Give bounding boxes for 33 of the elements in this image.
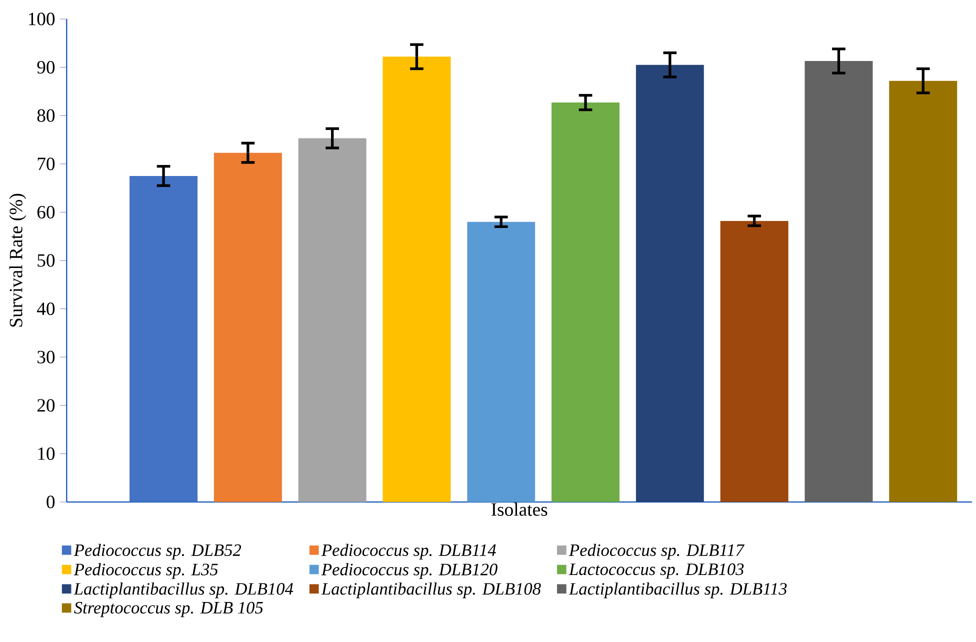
y-tick-label: 0 (46, 496, 55, 508)
legend-label: Pediococcus sp. DLB120 (321, 563, 498, 579)
bar (720, 220, 788, 502)
y-tick-label: 10 (38, 447, 55, 460)
bar (467, 222, 536, 502)
bar (804, 61, 873, 502)
legend-label: Lactococcus sp. DLB103 (568, 563, 744, 579)
bar (382, 56, 451, 502)
legend-label: Streptococcus sp. DLB 105 (74, 602, 263, 618)
bar (298, 138, 366, 502)
legend-label: Pediococcus sp. DLB114 (321, 544, 496, 560)
y-tick-label: 60 (37, 206, 55, 218)
y-tick-label: 20 (37, 399, 55, 412)
legend-label: Lactiplantibacillus sp. DLB113 (568, 582, 787, 598)
bar (552, 102, 620, 502)
legend-label: Pediococcus sp. DLB117 (568, 544, 745, 560)
y-axis-title: Survival Rate (%) (9, 194, 26, 327)
bar (889, 80, 958, 502)
y-tick-label: 80 (37, 109, 55, 122)
bar (130, 176, 198, 502)
x-axis-title: Isolates (491, 502, 548, 516)
y-tick-label: 70 (38, 158, 55, 170)
y-tick-label: 90 (37, 60, 55, 74)
bar (636, 64, 704, 502)
legend-label: Lactiplantibacillus sp. DLB108 (321, 582, 541, 598)
y-tick-label: 50 (38, 254, 55, 267)
legend-label: Pediococcus sp. L35 (74, 563, 218, 579)
y-tick-label: 100 (28, 12, 55, 26)
y-tick-label: 30 (38, 350, 55, 364)
bar (214, 152, 282, 502)
y-tick-label: 40 (36, 302, 55, 316)
legend-label: Pediococcus sp. DLB52 (74, 544, 242, 560)
legend-label: Lactiplantibacillus sp. DLB104 (74, 582, 294, 598)
